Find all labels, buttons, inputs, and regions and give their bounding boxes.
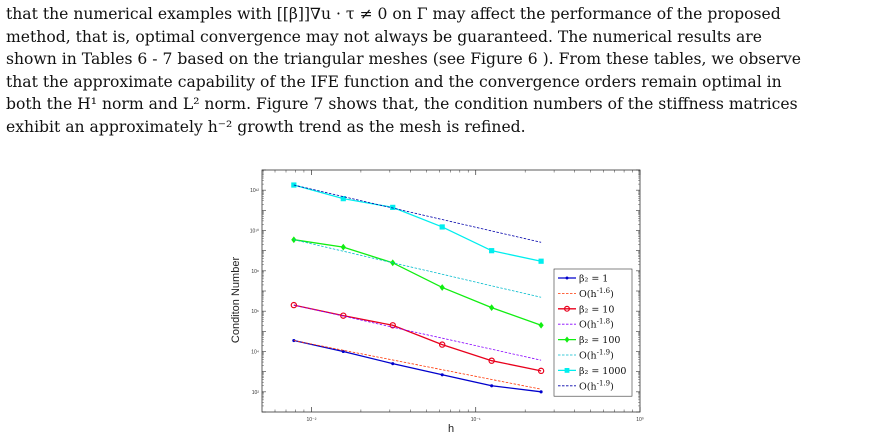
- data-point: [389, 322, 396, 329]
- y-axis-label: Conditon Number: [230, 257, 242, 344]
- paragraph-line-4: that the approximate capability of the I…: [6, 72, 782, 91]
- data-point: [390, 204, 396, 210]
- series-line-7: [293, 184, 542, 262]
- legend-label: β₂ = 100: [579, 335, 620, 346]
- chart-series: [290, 182, 545, 394]
- series-line-5: [293, 239, 542, 326]
- data-point: [539, 390, 543, 394]
- legend-box: [553, 268, 633, 397]
- chart-legend: β₂ = 1 O(h-1.6) β₂ = 10 O(h-1.8) β₂ = 100 O(h…: [553, 268, 633, 397]
- y-tick-label: 10⁸: [251, 269, 259, 275]
- legend-label: O(h-1.9): [579, 379, 614, 392]
- y-tick-label: 10²: [252, 390, 260, 396]
- legend-label: O(h-1.9): [579, 349, 614, 362]
- legend-label: O(h-1.8): [579, 318, 614, 331]
- data-point: [291, 182, 297, 188]
- legend-label: β₂ = 1000: [579, 366, 626, 377]
- data-point: [438, 341, 446, 348]
- x-tick-label: 10⁰: [636, 417, 644, 423]
- series-line-8: [293, 184, 542, 243]
- legend-label: β₂ = 10: [579, 304, 614, 315]
- legend-label: O(h-1.6): [579, 287, 614, 300]
- data-point: [564, 368, 570, 373]
- series-line-6: [293, 239, 542, 298]
- data-point: [439, 224, 445, 230]
- data-point: [564, 336, 570, 343]
- data-point: [538, 321, 544, 329]
- x-tick-label: 10⁻¹: [471, 417, 481, 423]
- paragraph-line-6: exhibit an approximately h⁻² growth tren…: [6, 117, 526, 136]
- series-line-1: [293, 339, 542, 393]
- data-point: [290, 301, 298, 309]
- data-point: [440, 373, 444, 377]
- data-point: [537, 367, 545, 375]
- y-tick-label: 10⁴: [251, 350, 259, 356]
- paragraph: that the numerical examples with [[β]]∇u…: [6, 3, 872, 139]
- y-tick-label: 10⁶: [251, 309, 259, 315]
- data-point: [563, 305, 570, 312]
- series-line-2: [293, 340, 542, 390]
- y-tick-label: 10¹²: [250, 188, 259, 194]
- paragraph-line-3: shown in Tables 6 - 7 based on the trian…: [6, 50, 802, 69]
- data-point: [488, 357, 495, 364]
- data-point: [340, 243, 346, 251]
- x-axis-label: h: [448, 423, 454, 435]
- data-point: [490, 384, 494, 388]
- data-point: [439, 284, 445, 291]
- data-point: [292, 338, 296, 343]
- x-tick-label: 10⁻²: [307, 417, 317, 423]
- paragraph-line-5: both the H¹ norm and L² norm. Figure 7 s…: [6, 95, 798, 114]
- data-point: [391, 362, 395, 366]
- data-point: [341, 349, 345, 354]
- data-point: [538, 258, 544, 264]
- series-line-4: [293, 304, 542, 361]
- data-point: [489, 304, 495, 311]
- data-point: [565, 276, 569, 280]
- y-tick-label: 10¹⁰: [250, 229, 259, 235]
- legend-label: β₂ = 1: [579, 274, 608, 285]
- data-point: [489, 248, 495, 254]
- paragraph-line-1: that the numerical examples with [[β]]∇u…: [6, 5, 781, 23]
- paragraph-line-2: method, that is, optimal convergence may…: [6, 27, 762, 46]
- data-point: [340, 196, 346, 202]
